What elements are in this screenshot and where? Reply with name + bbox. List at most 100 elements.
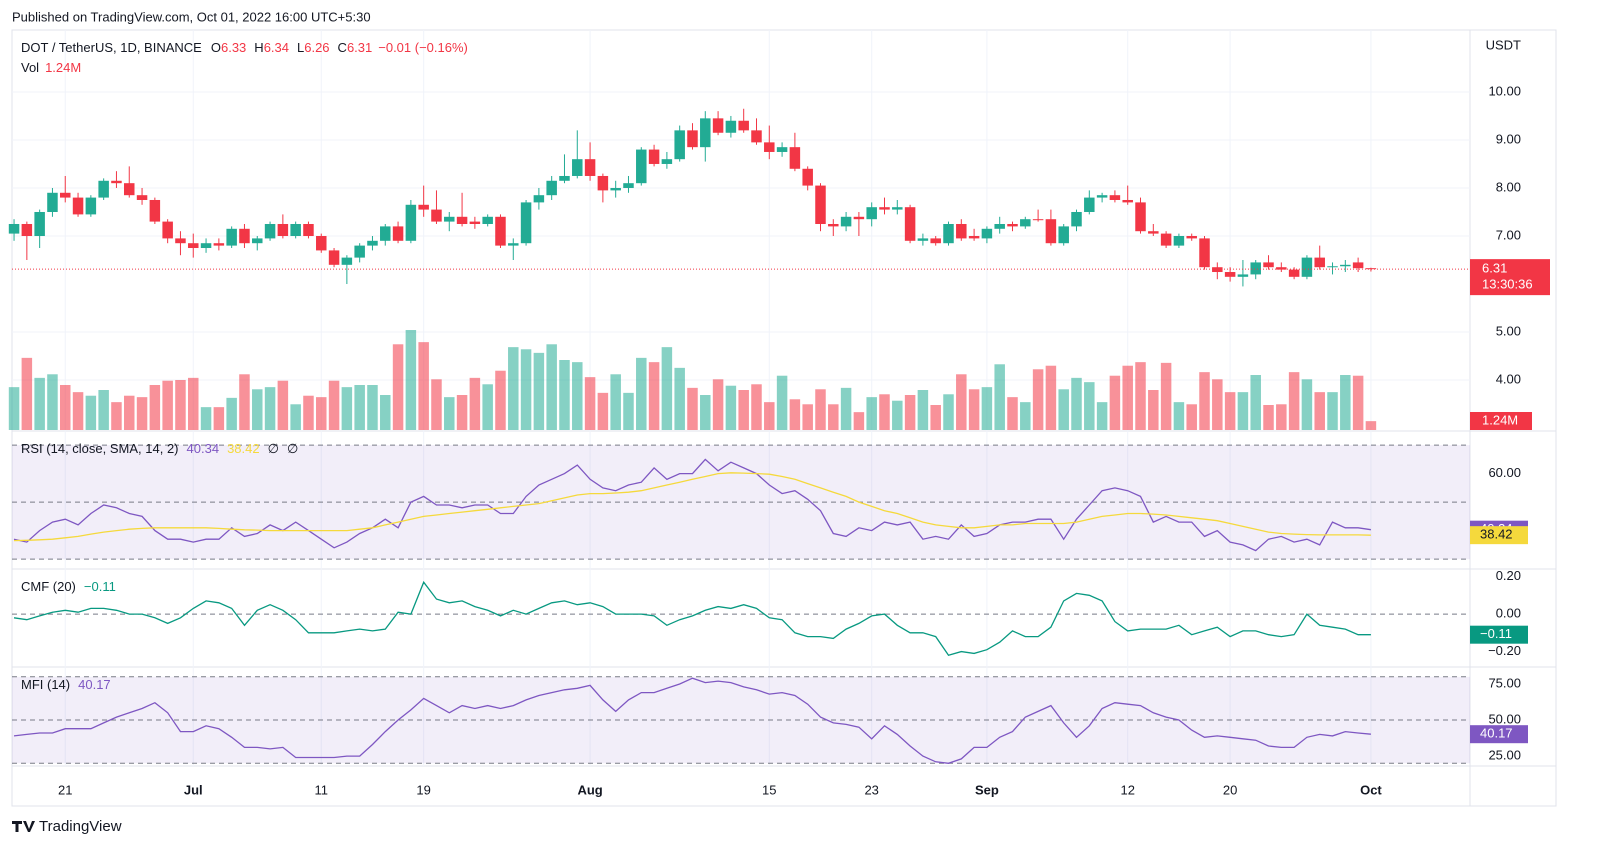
indicator-extra: ∅ [287, 441, 298, 456]
volume-bar [943, 394, 954, 430]
indicator-legend-value: −0.11 [84, 579, 116, 594]
volume-bar [1301, 379, 1313, 430]
legend-change: −0.01 (−0.16%) [378, 40, 468, 55]
volume-bar [213, 407, 225, 430]
volume-bar [559, 360, 570, 430]
candle-body [1199, 238, 1210, 268]
candle-body [1071, 211, 1082, 227]
volume-bar [776, 375, 788, 430]
countdown-label: 13:30:36 [1482, 277, 1533, 292]
candle-body [597, 175, 609, 191]
x-tick-label: Oct [1360, 782, 1382, 797]
logo-icon [12, 821, 35, 832]
volume-bar [1045, 365, 1057, 430]
candle-body [904, 207, 916, 241]
candle-body [725, 120, 737, 133]
y-tick-label: 5.00 [1496, 323, 1521, 338]
volume-bar [879, 394, 890, 430]
x-tick-label: Aug [577, 782, 602, 797]
candle-body [572, 159, 583, 176]
volume [8, 330, 1377, 430]
volume-bar [1135, 362, 1146, 430]
y-tick-label: 9.00 [1496, 131, 1521, 146]
indicator-legend: MFI (14) 40.17 [21, 677, 111, 692]
candle-body [277, 223, 289, 237]
candle-body [1096, 195, 1108, 198]
candle-body [1007, 223, 1018, 227]
volume-bar [1122, 365, 1133, 430]
x-tick-label: 15 [762, 782, 776, 797]
y-tick-label: 75.00 [1488, 675, 1521, 690]
candle-body [392, 226, 404, 241]
volume-bar [328, 380, 340, 430]
volume-bar [1071, 377, 1082, 430]
candle-body [303, 223, 314, 237]
volume-value: 1.24M [45, 60, 81, 75]
volume-bar [815, 389, 826, 430]
candle-body [444, 216, 455, 222]
volume-bar [636, 357, 647, 430]
volume-bar [303, 395, 314, 430]
indicator-legend-value: 38.42 [227, 441, 260, 456]
candle-body [674, 130, 685, 160]
volume-bar [431, 379, 442, 430]
volume-bar [1352, 375, 1364, 430]
volume-bar [533, 352, 545, 430]
x-tick-label: 19 [416, 782, 430, 797]
y-tick-label: 0.00 [1496, 606, 1521, 621]
volume-box [1470, 412, 1532, 430]
volume-bar [687, 387, 698, 430]
candle-body [213, 243, 225, 246]
candle-body [1288, 269, 1300, 277]
candle-body [1148, 231, 1159, 234]
candle-body [328, 250, 340, 265]
volume-bar [175, 380, 186, 430]
y-tick-label: 50.00 [1488, 711, 1521, 726]
volume-bar [981, 387, 993, 430]
candle-body [1365, 268, 1377, 270]
candle-body [456, 216, 468, 224]
x-tick-label: Sep [975, 782, 999, 797]
candle-body [149, 199, 161, 222]
candle-body [85, 197, 97, 215]
volume-bar [290, 404, 301, 430]
volume-bar [482, 384, 493, 430]
candle-body [418, 204, 429, 210]
candle-body [354, 245, 365, 258]
candle-body [316, 236, 327, 251]
candle-body [981, 228, 993, 239]
volume-bar [200, 407, 212, 430]
volume-bar [136, 397, 148, 430]
candle-body [828, 223, 839, 227]
candle-body [21, 223, 33, 237]
volume-bar [495, 370, 506, 430]
candle-body [1263, 262, 1274, 268]
indicator-title: MFI (14) [21, 677, 70, 692]
publish-header: Published on TradingView.com, Oct 01, 20… [12, 9, 371, 24]
candle-body [367, 240, 378, 246]
candle-body [226, 228, 237, 246]
legend-title: DOT / TetherUS, 1D, BINANCE [21, 40, 202, 55]
indicator-extra: ∅ [268, 441, 279, 456]
candle-body [1135, 202, 1146, 232]
volume-bar [85, 395, 97, 430]
volume-bar [149, 385, 161, 430]
candle-body [1237, 274, 1249, 277]
y-tick-label: 25.00 [1488, 747, 1521, 762]
candle-body [840, 216, 852, 227]
volume-bar [316, 397, 327, 430]
volume-bar [21, 357, 33, 430]
candle-body [764, 142, 775, 152]
indicator-legend-value: 40.34 [187, 441, 220, 456]
axis-unit: USDT [1486, 37, 1521, 52]
volume-bar [546, 344, 557, 430]
indicator-value-label: 38.42 [1480, 527, 1513, 542]
volume-bar [572, 362, 583, 430]
volume-bar [1173, 402, 1185, 430]
candle-body [853, 216, 865, 220]
candle-body [1173, 236, 1185, 246]
volume-bar [956, 374, 967, 430]
legend-value: 6.31 [347, 40, 372, 55]
candle-body [1327, 266, 1338, 268]
